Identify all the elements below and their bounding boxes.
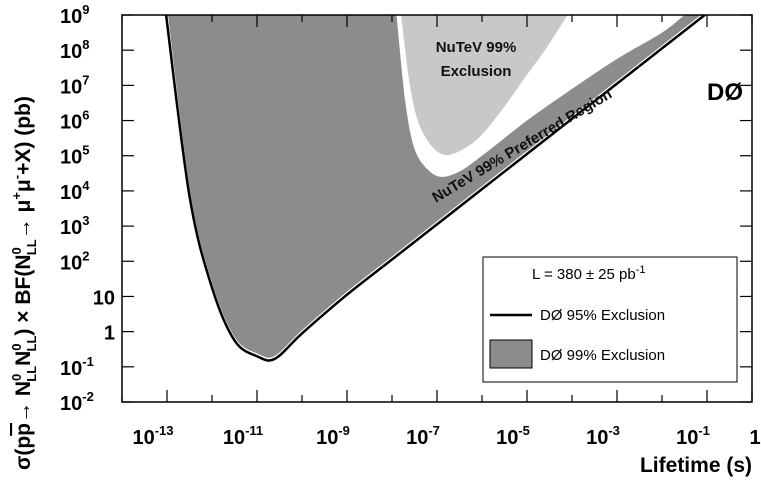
y-title-sup: 0: [9, 374, 24, 381]
d0-99-exclusion-area: [167, 15, 703, 359]
y-title-sub: LL: [24, 336, 39, 352]
nutev-exclusion-label-line2: Exclusion: [441, 63, 512, 80]
y-axis-ticks: [122, 14, 752, 403]
y-tick-label: 104: [60, 178, 90, 204]
legend-95-label: DØ 95% Exclusion: [540, 307, 665, 324]
legend-99-swatch: [489, 339, 533, 369]
x-axis-title: Lifetime (s): [640, 454, 752, 477]
nutev-99-exclusion-area: [401, 15, 568, 156]
y-tick-label: 107: [60, 72, 89, 98]
legend: L = 380 ±25 pb-1 DØ 95% Exclusion DØ 99% …: [482, 256, 738, 383]
legend-99-label: DØ 99% Exclusion: [540, 347, 665, 364]
legend-lumi-exp: -1: [636, 264, 646, 276]
x-axis-tick-labels: 10-13 10-11 10-9 10-7 10-5 10-3 10-1 1: [132, 423, 760, 449]
y-tick-label: 102: [60, 248, 89, 274]
y-title-part: → N: [12, 381, 35, 423]
x-tick-label: 10-1: [676, 423, 710, 449]
y-title-sup: +: [9, 192, 24, 200]
x-axis-ticks: [121, 15, 753, 402]
y-title-part: ) × BF(N: [12, 254, 35, 335]
legend-lumi-prefix: L = 380: [532, 266, 582, 283]
y-title-part: σ(p: [12, 436, 35, 470]
y-tick-label: 105: [60, 143, 89, 169]
y-title-sub: LL: [24, 366, 39, 382]
x-tick-label: 10-7: [406, 423, 440, 449]
y-title-part: → μ: [12, 200, 35, 240]
x-tick-label: 10-9: [316, 423, 350, 449]
y-title-part: μ: [12, 179, 35, 192]
y-tick-label: 10: [93, 287, 115, 309]
nutev-exclusion-label-line1: NuTeV 99%: [436, 39, 517, 56]
legend-lumi-pm: ±: [586, 266, 594, 283]
y-title-sup: 0: [9, 247, 24, 254]
y-tick-label: 10-2: [60, 389, 94, 415]
y-title-part: N: [12, 351, 35, 366]
x-tick-label: 10-11: [223, 423, 263, 449]
x-tick-label: 10-13: [132, 423, 173, 449]
y-tick-label: 109: [60, 2, 89, 28]
legend-lumi-unc: 25 pb: [598, 266, 636, 283]
y-title-sup: 0: [9, 343, 24, 350]
y-title-sub: LL: [24, 239, 39, 255]
y-tick-label: 10-1: [60, 354, 94, 380]
x-tick-label: 1: [749, 427, 760, 449]
y-tick-label: 106: [60, 108, 89, 134]
x-tick-label: 10-3: [586, 423, 620, 449]
y-axis-title: σ(pp→ N0LLN0LL) × BF(N0LL→ μ+μ-+X) (pb): [9, 96, 39, 470]
y-tick-label: 1: [104, 323, 115, 345]
y-title-pbar: p: [12, 423, 35, 436]
y-tick-label: 103: [60, 213, 89, 239]
x-tick-label: 10-5: [496, 423, 530, 449]
legend-luminosity: L = 380 ±25 pb-1: [532, 264, 645, 283]
y-tick-label: 108: [60, 37, 89, 63]
y-title-sup: -: [9, 175, 24, 179]
d0-95-exclusion-line: [164, 15, 706, 362]
d0-experiment-label: DØ: [707, 79, 743, 106]
y-title-part: +X) (pb): [12, 96, 35, 175]
